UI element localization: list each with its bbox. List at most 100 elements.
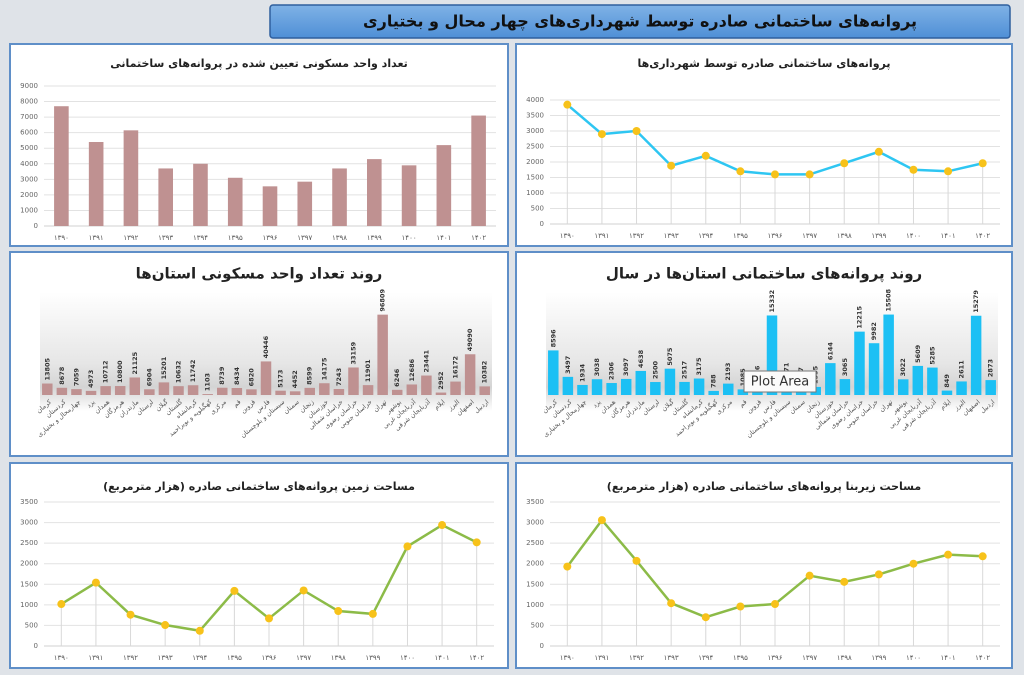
tooltip-text: Plot Area bbox=[751, 375, 810, 390]
x-tick-label: ۱۳۹۷ bbox=[296, 654, 311, 662]
marker bbox=[874, 570, 883, 579]
marker bbox=[944, 167, 953, 176]
panel bbox=[515, 43, 1013, 247]
data-label: 2500 bbox=[651, 360, 659, 379]
y-tick-label: 1500 bbox=[20, 580, 38, 588]
x-tick-label: ۱۳۹۱ bbox=[594, 654, 609, 662]
y-tick-label: 500 bbox=[531, 621, 544, 629]
y-tick-label: 0 bbox=[540, 220, 544, 228]
chart-title: مساحت زمین پروانه‌های ساختمانی صادره (هز… bbox=[103, 480, 415, 493]
marker bbox=[368, 609, 377, 618]
bar bbox=[367, 159, 382, 226]
y-tick-label: 9000 bbox=[20, 82, 38, 90]
x-tick-label: ۱۳۹۷ bbox=[802, 654, 817, 662]
data-label: 4638 bbox=[637, 349, 645, 368]
marker bbox=[230, 586, 239, 595]
bar bbox=[227, 177, 243, 226]
marker bbox=[472, 538, 481, 547]
data-label: 8596 bbox=[549, 329, 557, 348]
x-tick-label: ۱۴۰۱ bbox=[941, 232, 956, 240]
y-tick-label: 2000 bbox=[20, 560, 38, 568]
bar bbox=[970, 315, 982, 395]
data-label: 5285 bbox=[928, 346, 936, 365]
marker bbox=[265, 614, 273, 623]
marker bbox=[161, 621, 170, 630]
bar bbox=[144, 389, 155, 395]
marker bbox=[805, 170, 814, 179]
data-label: 6246 bbox=[393, 368, 401, 387]
bar bbox=[262, 186, 278, 226]
marker bbox=[57, 600, 66, 609]
data-label: 8739 bbox=[218, 366, 226, 385]
y-tick-label: 1000 bbox=[526, 601, 544, 609]
x-tick-label: ۱۳۹۳ bbox=[158, 234, 173, 242]
marker bbox=[909, 559, 918, 568]
bar bbox=[246, 389, 257, 395]
data-label: 3175 bbox=[695, 357, 703, 376]
y-tick-label: 5000 bbox=[20, 144, 38, 152]
y-tick-label: 3000 bbox=[526, 519, 544, 527]
x-tick-label: ۱۳۹۶ bbox=[767, 232, 782, 240]
data-label: 6904 bbox=[145, 368, 153, 387]
marker bbox=[771, 170, 779, 179]
x-tick-label: ۱۳۹۹ bbox=[871, 232, 886, 240]
data-label: 5609 bbox=[914, 344, 922, 363]
x-tick-label: ۱۳۹۴ bbox=[193, 234, 208, 242]
x-tick-label: ۱۳۹۷ bbox=[802, 232, 817, 240]
marker bbox=[126, 610, 135, 619]
bar bbox=[679, 381, 690, 395]
y-tick-label: 6000 bbox=[20, 129, 38, 137]
bar bbox=[635, 370, 647, 395]
x-tick-label: ۱۴۰۱ bbox=[435, 654, 450, 662]
bar bbox=[548, 350, 559, 395]
bar bbox=[217, 387, 228, 395]
bar bbox=[868, 343, 880, 395]
x-tick-label: ۱۳۹۶ bbox=[767, 654, 782, 662]
x-tick-label: ۱۳۹۴ bbox=[192, 654, 207, 662]
bar bbox=[88, 142, 104, 226]
x-tick-label: ۱۴۰۰ bbox=[402, 234, 417, 242]
bar bbox=[304, 387, 315, 395]
data-label: 10800 bbox=[116, 360, 124, 383]
panel bbox=[515, 462, 1013, 669]
y-tick-label: 2000 bbox=[20, 191, 38, 199]
bar bbox=[123, 130, 139, 226]
bar bbox=[941, 390, 953, 395]
x-tick-label: ۱۴۰۰ bbox=[906, 654, 921, 662]
data-label: 849 bbox=[943, 374, 951, 388]
marker bbox=[978, 159, 987, 168]
x-tick-label: ۱۳۹۴ bbox=[698, 232, 713, 240]
x-tick-label: ۱۳۹۰ bbox=[54, 654, 69, 662]
y-tick-label: 0 bbox=[540, 642, 544, 650]
bar bbox=[42, 383, 53, 395]
bar bbox=[723, 383, 734, 395]
data-label: 3038 bbox=[593, 358, 601, 377]
bar bbox=[158, 382, 170, 395]
x-tick-label: ۱۳۹۲ bbox=[629, 232, 644, 240]
data-label: 4973 bbox=[87, 370, 95, 388]
y-tick-label: 2500 bbox=[20, 539, 38, 547]
bar bbox=[737, 389, 749, 395]
data-label: 8599 bbox=[306, 366, 314, 385]
data-label: 10632 bbox=[175, 361, 183, 384]
data-label: 12215 bbox=[855, 306, 863, 329]
bar bbox=[985, 380, 996, 395]
y-tick-label: 2000 bbox=[526, 560, 544, 568]
bar bbox=[319, 383, 330, 395]
bar bbox=[766, 315, 778, 395]
x-tick-label: ۱۳۹۳ bbox=[664, 654, 679, 662]
x-tick-label: ۱۳۹۱ bbox=[88, 654, 103, 662]
marker bbox=[944, 550, 953, 559]
bar bbox=[479, 386, 490, 395]
bar bbox=[377, 314, 388, 395]
data-label: 3022 bbox=[899, 358, 907, 376]
marker bbox=[438, 521, 447, 530]
bar bbox=[664, 368, 676, 395]
marker bbox=[597, 130, 606, 139]
data-label: 15508 bbox=[885, 288, 893, 311]
data-label: 10712 bbox=[102, 360, 110, 383]
panel bbox=[9, 462, 509, 669]
data-label: 7243 bbox=[335, 368, 343, 386]
tooltip-box bbox=[743, 370, 817, 393]
bar bbox=[260, 361, 272, 395]
